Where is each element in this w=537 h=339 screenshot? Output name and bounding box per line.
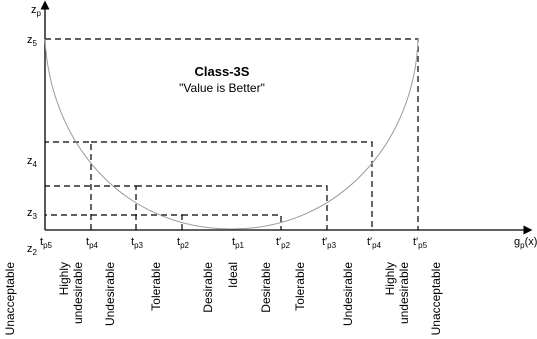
z2-guide-left: [45, 214, 183, 230]
region-label: Undesirable: [341, 262, 355, 326]
x-tick-label: tp3: [131, 236, 144, 250]
x-tick-label: tp1: [232, 236, 245, 250]
region-label: Tolerable: [149, 262, 163, 311]
region-label: Unacceptable: [429, 262, 443, 336]
y-tick-label: z3: [27, 207, 38, 221]
region-label: Desirable: [201, 262, 215, 313]
x-tick-label: t′p4: [367, 236, 382, 250]
z4-guide-right: [91, 141, 373, 230]
x-tick-label: tp2: [177, 236, 190, 250]
region-label: Tolerable: [293, 262, 307, 311]
diagram-title: Class-3S: [195, 64, 250, 79]
y-tick-label: z2: [27, 243, 38, 257]
y-tick-label: z5: [27, 34, 38, 48]
y-tick-label: z4: [27, 155, 38, 169]
region-label: Highlyundesirable: [383, 262, 411, 324]
y-axis-label: zp: [31, 4, 42, 18]
z3-guide-right: [136, 185, 328, 230]
region-label: Ideal: [226, 262, 240, 288]
region-label: Highlyundesirable: [57, 262, 85, 324]
region-label: Desirable: [259, 262, 273, 313]
x-tick-label: tp4: [86, 236, 99, 250]
region-label: Unacceptable: [3, 262, 17, 336]
x-axis-label: gp(x): [514, 236, 537, 250]
y-tick-labels: z5 z4 z3 z2: [27, 34, 38, 257]
region-labels: Unacceptable Highlyundesirable Undesirable…: [3, 262, 443, 336]
z2-guide-right: [182, 214, 282, 230]
diagram-subtitle: "Value is Better": [179, 81, 265, 95]
x-tick-label: tp5: [40, 236, 53, 250]
x-tick-label: t′p2: [276, 236, 291, 250]
region-label: Undesirable: [103, 262, 117, 326]
x-tick-label: t′p3: [322, 236, 337, 250]
x-tick-labels: tp5 tp4 tp3 tp2 tp1 t′p2 t′p3 t′p4 t′p5: [40, 236, 428, 250]
value-curve: [44, 38, 419, 230]
x-tick-label: t′p5: [413, 236, 428, 250]
